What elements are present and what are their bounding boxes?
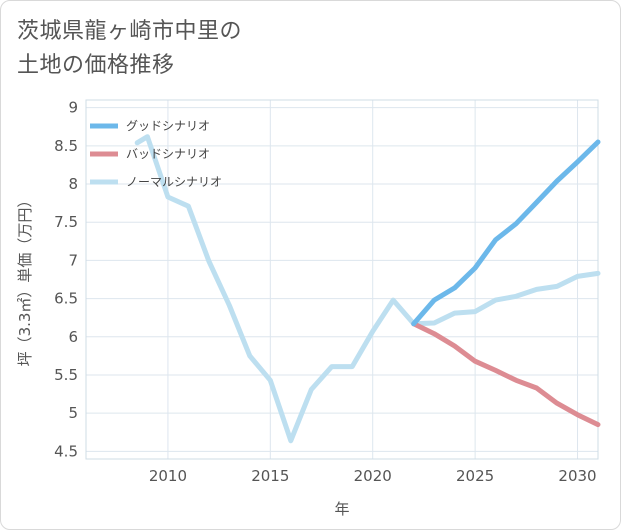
y-tick-label: 7.5 <box>54 213 78 231</box>
y-tick-label: 8.5 <box>54 137 78 155</box>
legend-label: グッドシナリオ <box>126 119 210 133</box>
x-tick-label: 2020 <box>354 467 392 485</box>
x-tick-label: 2010 <box>149 467 187 485</box>
x-tick-label: 2025 <box>456 467 494 485</box>
chart-title: 茨城県龍ヶ崎市中里の 土地の価格推移 <box>17 15 437 83</box>
plot-area <box>85 99 599 460</box>
series-layer <box>134 134 601 444</box>
y-tick-label: 6 <box>68 328 78 346</box>
legend-label: バッドシナリオ <box>126 147 210 161</box>
y-tick-label: 4.5 <box>54 442 78 460</box>
x-tick-label: 2015 <box>251 467 289 485</box>
y-tick-label: 5.5 <box>54 366 78 384</box>
legend-label: ノーマルシナリオ <box>126 175 222 189</box>
y-axis-label: 坪（3.3㎡）単価（万円） <box>16 193 34 367</box>
y-tick-labels: 4.5 5 5.5 6 6.5 7 7.5 8 8.5 9 <box>54 99 78 461</box>
series-line <box>134 134 601 444</box>
y-tick-label: 5 <box>68 404 78 422</box>
y-tick-label: 8 <box>68 175 78 193</box>
x-tick-labels: 2010 2015 2020 2025 2030 <box>149 467 597 485</box>
y-tick-label: 9 <box>68 99 78 117</box>
y-tick-label: 7 <box>68 251 78 269</box>
chart-title-line1: 茨城県龍ヶ崎市中里の <box>17 19 243 44</box>
x-tick-label: 2030 <box>558 467 596 485</box>
y-tick-label: 6.5 <box>54 290 78 308</box>
grid <box>86 100 598 459</box>
series-line <box>411 321 601 428</box>
x-axis-label: 年 <box>334 500 349 518</box>
series-line <box>411 139 601 327</box>
chart-title-line2: 土地の価格推移 <box>17 53 175 78</box>
